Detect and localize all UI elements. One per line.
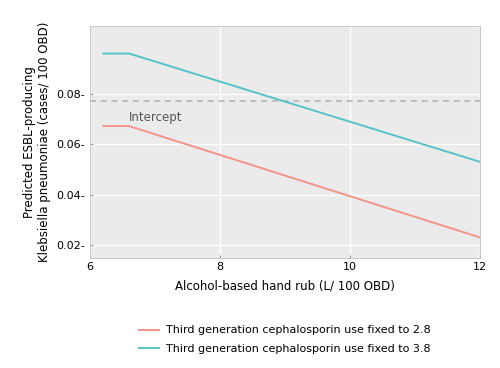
Text: Intercept: Intercept (129, 112, 182, 124)
X-axis label: Alcohol-based hand rub (L/ 100 OBD): Alcohol-based hand rub (L/ 100 OBD) (175, 279, 395, 293)
Legend: Third generation cephalosporin use fixed to 2.8, Third generation cephalosporin : Third generation cephalosporin use fixed… (135, 321, 435, 359)
Y-axis label: Predicted ESBL-producing
Klebsiella pneumoniae (cases/ 100 OBD): Predicted ESBL-producing Klebsiella pneu… (23, 21, 51, 262)
